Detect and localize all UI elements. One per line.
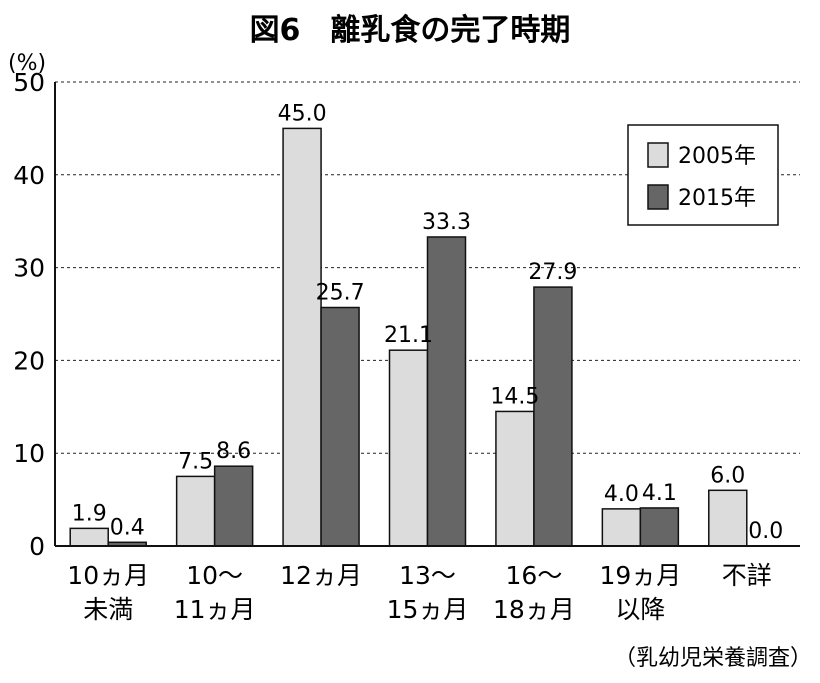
legend-swatch: [647, 184, 669, 210]
bar: [708, 489, 748, 547]
bar: [639, 507, 680, 547]
bar: [388, 349, 429, 547]
y-tick-label: 30: [13, 254, 45, 283]
legend-box: [627, 124, 779, 226]
x-tick-label: 15ヵ月: [387, 595, 469, 624]
x-tick-label: 不詳: [722, 561, 772, 590]
data-label: 7.5: [178, 449, 213, 474]
bar: [426, 236, 467, 547]
bar: [601, 508, 642, 547]
bar: [533, 286, 573, 547]
y-tick-label: 50: [13, 68, 45, 97]
legend-swatch: [647, 142, 669, 168]
bar: [282, 127, 322, 547]
chart-title: 図6 離乳食の完了時期: [250, 13, 571, 48]
data-label: 8.6: [216, 439, 251, 464]
data-label: 25.7: [316, 281, 365, 306]
x-tick-label: 19ヵ月: [599, 561, 681, 590]
source-note: （乳幼児栄養調査）: [614, 646, 812, 671]
bar: [175, 475, 216, 547]
legend-label: 2015年: [678, 186, 756, 211]
y-tick-label: 20: [13, 346, 45, 375]
data-label: 6.0: [710, 463, 745, 488]
x-tick-label: 以降: [615, 595, 665, 624]
bar: [495, 410, 535, 547]
data-label: 1.9: [72, 501, 107, 526]
x-tick-label: 18ヵ月: [493, 595, 575, 624]
data-label: 21.1: [384, 323, 433, 348]
data-label: 4.0: [604, 482, 639, 507]
data-label: 45.0: [278, 101, 327, 126]
data-label: 4.1: [642, 481, 677, 506]
x-tick-label: 16〜: [506, 561, 563, 590]
data-label: 27.9: [528, 260, 577, 285]
bar: [320, 306, 360, 547]
x-tick-label: 未満: [83, 595, 133, 624]
legend: 2005年 2015年: [627, 124, 779, 226]
y-tick-label: 40: [13, 161, 45, 190]
legend-label: 2005年: [678, 144, 756, 169]
x-tick-label: 10ヵ月: [67, 561, 149, 590]
data-label: 14.5: [490, 384, 539, 409]
data-label: 33.3: [422, 210, 471, 235]
y-tick-label: 10: [13, 439, 45, 468]
data-label: 0.4: [110, 515, 145, 540]
x-tick-label: 11ヵ月: [174, 595, 256, 624]
x-tick-label: 13〜: [399, 561, 456, 590]
x-tick-label: 12ヵ月: [280, 561, 362, 590]
x-tick-label: 10〜: [186, 561, 243, 590]
y-tick-label: 0: [29, 532, 45, 561]
bar: [213, 465, 254, 547]
bar: [69, 527, 109, 547]
data-label: 0.0: [748, 519, 783, 544]
y-axis-unit: (%): [8, 51, 46, 76]
